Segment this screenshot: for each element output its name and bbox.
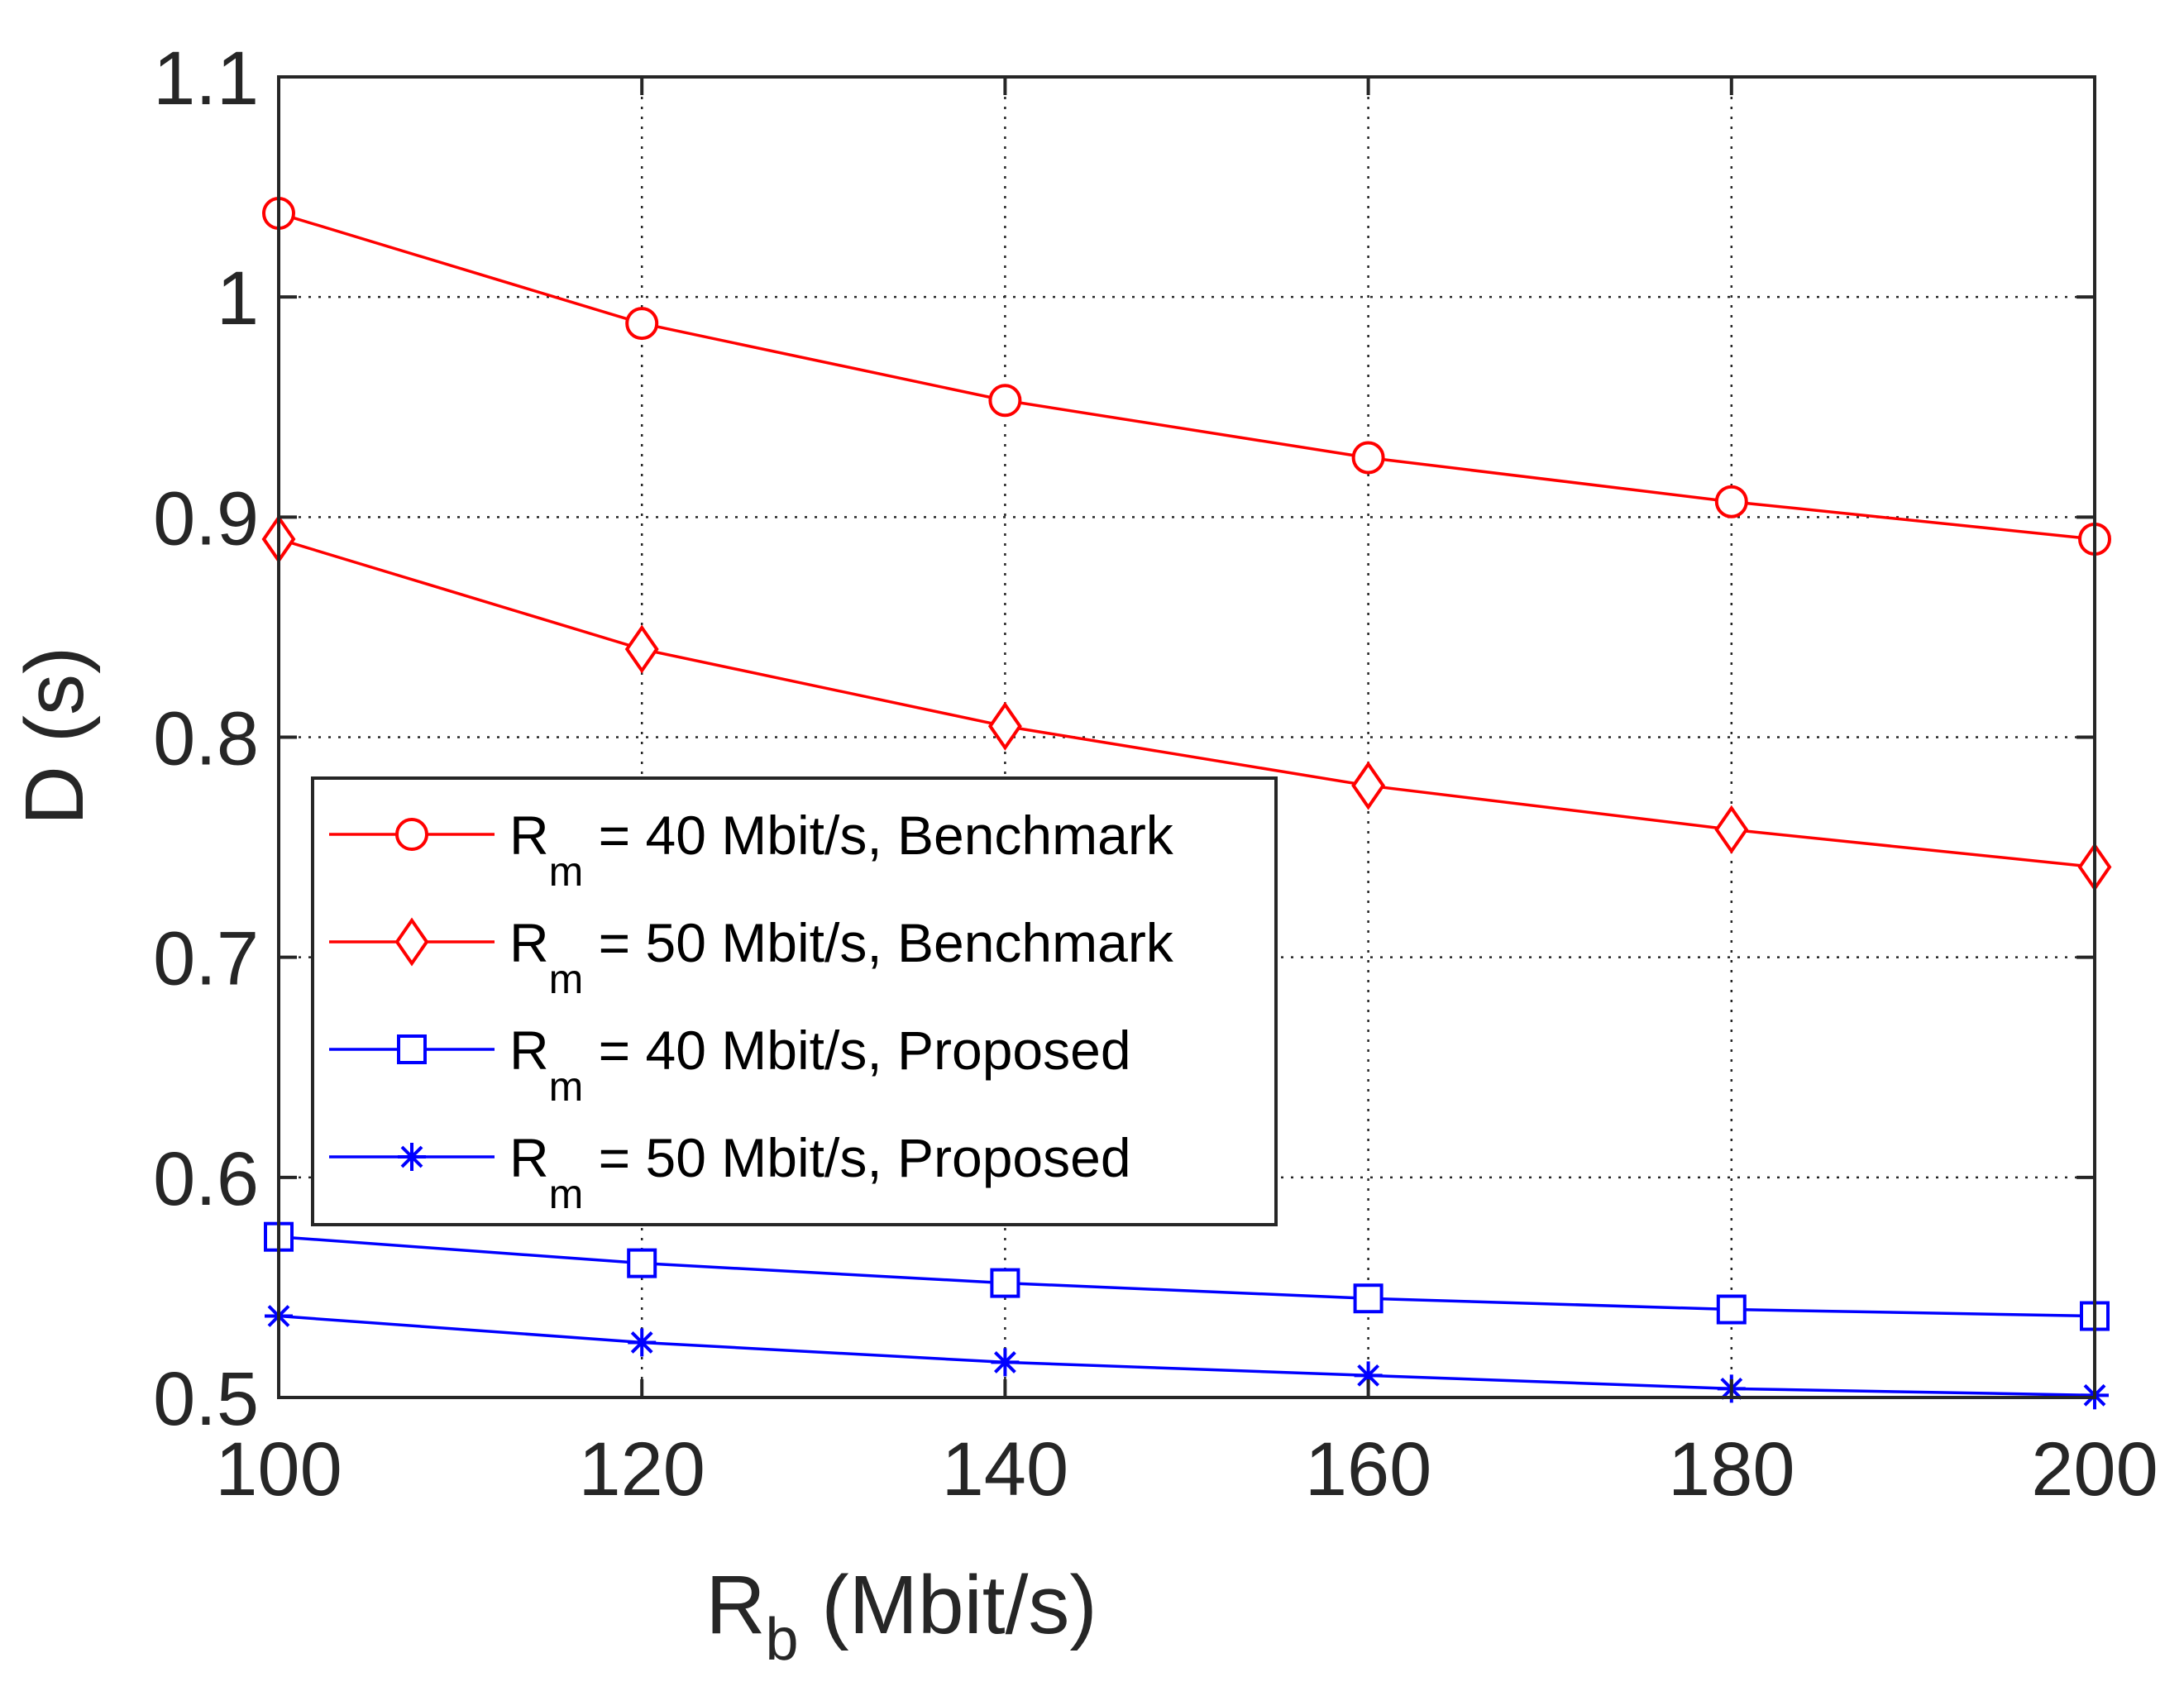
legend: Rm = 40 Mbit/s, Benchmark Rm = 50 Mbit/s,…	[311, 776, 1278, 1226]
x-tick-label: 160	[1305, 1427, 1432, 1512]
data-point-diamond	[1714, 805, 1749, 854]
y-tick-label: 1	[217, 256, 259, 341]
axis-ticks: 100 120 140 160 180 200 0.5 0.6 0.7 0.8 0.9 1 1.1	[153, 36, 2158, 1512]
legend-marker-diamond	[394, 917, 429, 967]
data-point-asterisk	[991, 1348, 1020, 1377]
legend-marker-circle	[395, 818, 428, 851]
data-point-circle	[1714, 485, 1748, 518]
y-tick-label: 1.1	[153, 36, 259, 121]
x-tick-label: 120	[578, 1427, 705, 1512]
data-point-diamond	[987, 701, 1022, 751]
y-tick-label: 0.5	[153, 1357, 259, 1441]
y-tick-label: 0.9	[153, 476, 259, 561]
data-point-diamond	[624, 624, 659, 674]
x-axis-label: Rb (Mbit/s)	[705, 1559, 1097, 1673]
y-tick-label: 0.7	[153, 917, 259, 1001]
series-line	[278, 1314, 2096, 1397]
legend-entry: Rm = 40 Mbit/s, Benchmark	[329, 805, 1174, 895]
y-tick-label: 0.8	[153, 697, 259, 781]
y-axis-label: D (s)	[8, 647, 101, 826]
x-tick-label: 100	[215, 1427, 342, 1512]
data-point-square	[627, 1248, 657, 1278]
data-point-diamond	[1351, 761, 1386, 810]
legend-label: Rm = 40 Mbit/s, Proposed	[509, 1020, 1131, 1110]
data-point-square	[990, 1268, 1020, 1298]
legend-label: Rm = 50 Mbit/s, Benchmark	[509, 912, 1174, 1002]
legend-label: Rm = 40 Mbit/s, Benchmark	[509, 805, 1174, 895]
series-line	[278, 212, 2096, 541]
data-point-square	[1353, 1283, 1384, 1314]
grid	[279, 77, 2095, 1397]
legend-marker-asterisk	[398, 1143, 426, 1171]
y-tick-label: 0.6	[153, 1137, 259, 1221]
legend-entry: Rm = 50 Mbit/s, Benchmark	[329, 912, 1174, 1002]
legend-marker-square	[397, 1034, 427, 1064]
data-point-circle	[988, 384, 1022, 418]
data-point-circle	[1351, 441, 1385, 475]
x-tick-label: 200	[2031, 1427, 2158, 1512]
data-point-square	[1716, 1294, 1747, 1325]
legend-box	[311, 776, 1278, 1226]
legend-label: Rm = 50 Mbit/s, Proposed	[509, 1127, 1131, 1217]
series-line	[278, 1235, 2096, 1318]
legend-entry: Rm = 50 Mbit/s, Proposed	[329, 1127, 1131, 1217]
legend-entry: Rm = 40 Mbit/s, Proposed	[329, 1020, 1131, 1110]
x-tick-label: 140	[942, 1427, 1069, 1512]
x-tick-label: 180	[1668, 1427, 1795, 1512]
data-point-circle	[625, 307, 659, 341]
data-point-asterisk	[1354, 1361, 1383, 1390]
series-line	[278, 537, 2096, 869]
data-point-asterisk	[628, 1328, 657, 1357]
